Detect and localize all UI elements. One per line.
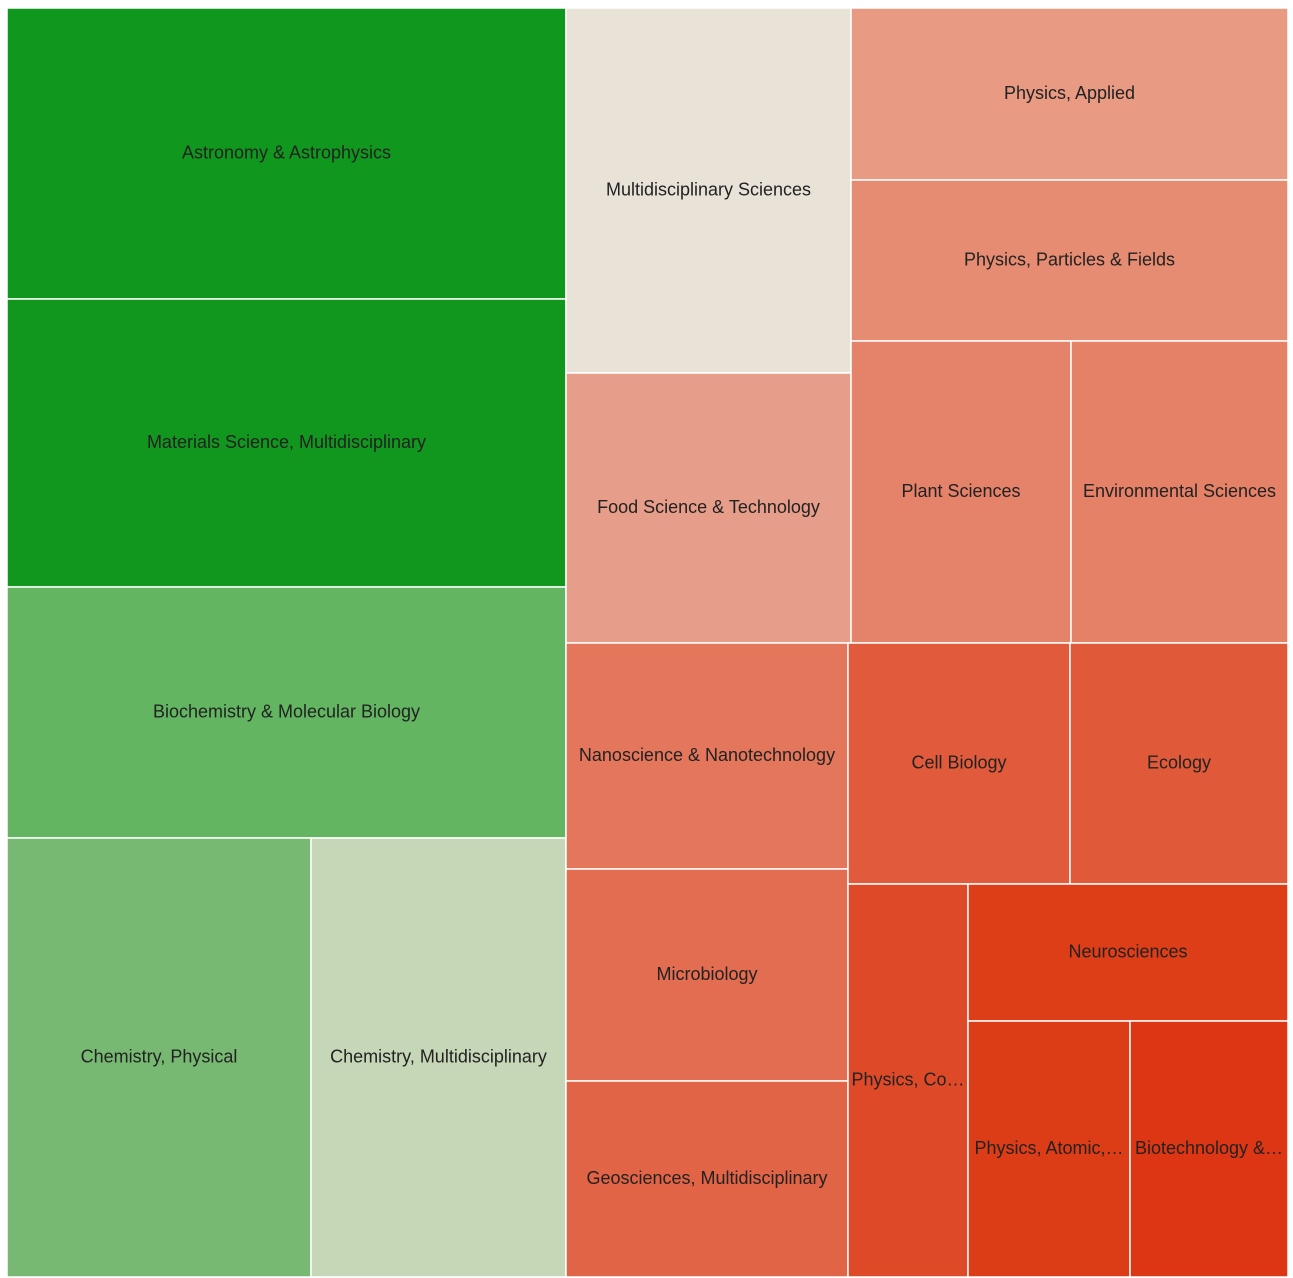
tile-label: Physics, Atomic,… bbox=[974, 1138, 1123, 1158]
tile bbox=[850, 340, 1072, 644]
tile-label: Neurosciences bbox=[1068, 941, 1187, 961]
tile bbox=[1129, 1020, 1289, 1278]
tile bbox=[565, 868, 849, 1082]
tile bbox=[847, 883, 969, 1278]
tile-label: Microbiology bbox=[656, 964, 757, 984]
tile-label: Food Science & Technology bbox=[597, 497, 820, 517]
tile bbox=[967, 1020, 1131, 1278]
tile bbox=[310, 837, 567, 1278]
tile-label: Plant Sciences bbox=[901, 481, 1020, 501]
tile bbox=[565, 372, 852, 644]
tile-label: Biochemistry & Molecular Biology bbox=[153, 701, 420, 721]
tile-label: Multidisciplinary Sciences bbox=[606, 179, 811, 199]
tile bbox=[6, 586, 567, 839]
tile bbox=[1070, 340, 1289, 644]
tile-label: Environmental Sciences bbox=[1083, 481, 1276, 501]
tile-label: Chemistry, Multidisciplinary bbox=[330, 1046, 547, 1066]
tile bbox=[850, 7, 1289, 181]
tile-label: Nanoscience & Nanotechnology bbox=[579, 745, 835, 765]
tile bbox=[565, 642, 849, 870]
tile bbox=[967, 883, 1289, 1022]
tile-label: Cell Biology bbox=[911, 752, 1006, 772]
tile bbox=[6, 298, 567, 588]
tile-label: Chemistry, Physical bbox=[81, 1046, 238, 1066]
tile-label: Biotechnology &… bbox=[1135, 1138, 1283, 1158]
tile bbox=[847, 642, 1071, 885]
tile bbox=[1069, 642, 1289, 885]
tile bbox=[6, 837, 312, 1278]
tile bbox=[6, 7, 567, 300]
tile bbox=[565, 7, 852, 374]
tile-label: Physics, Applied bbox=[1004, 83, 1135, 103]
tile-label: Ecology bbox=[1147, 752, 1211, 772]
tile-label: Geosciences, Multidisciplinary bbox=[586, 1168, 827, 1188]
tile-label: Physics, Co… bbox=[851, 1069, 964, 1089]
tile-label: Astronomy & Astrophysics bbox=[182, 142, 391, 162]
tile bbox=[565, 1080, 849, 1278]
tile-label: Materials Science, Multidisciplinary bbox=[147, 432, 426, 452]
tile-label: Physics, Particles & Fields bbox=[964, 249, 1175, 269]
